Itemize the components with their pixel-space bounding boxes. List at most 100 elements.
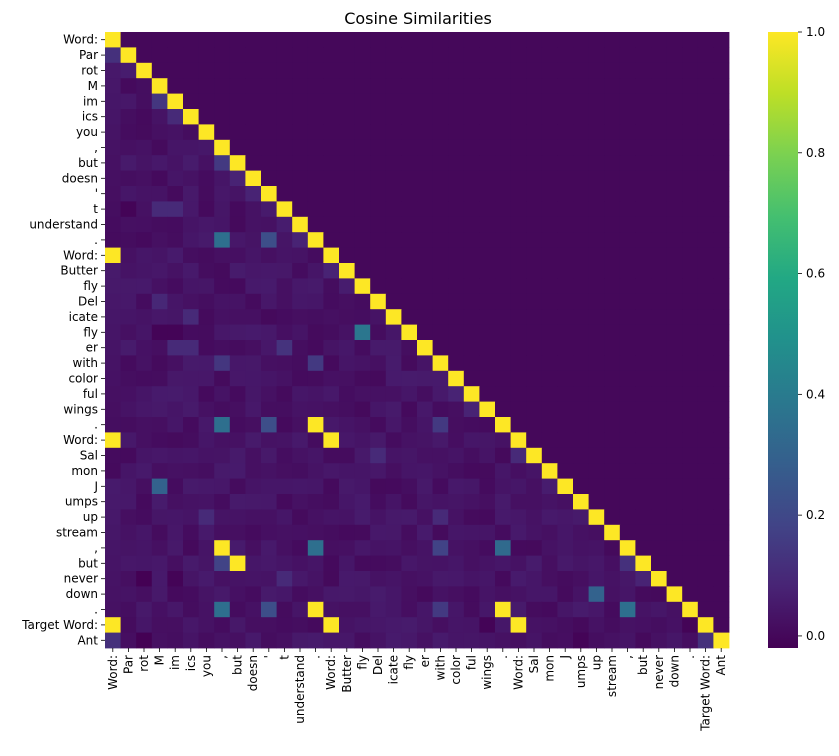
heatmap-cell [432,232,449,248]
heatmap-cell [541,386,558,402]
heatmap-cell [495,386,511,402]
chart-title: Cosine Similarities [344,9,492,28]
heatmap-cell [697,478,714,495]
heatmap-cell [697,263,714,279]
heatmap-cell [183,109,199,125]
heatmap-cell [432,324,449,341]
heatmap-cell [354,447,371,464]
heatmap-cell [541,632,558,649]
heatmap-cell [245,355,262,372]
heatmap-cell [541,155,558,171]
heatmap-cell [510,124,527,141]
row-tick-label: doesn [62,171,98,185]
heatmap-cell [354,324,371,341]
heatmap-cell [557,324,574,341]
heatmap-cell [261,340,277,356]
heatmap-cell [323,62,340,79]
heatmap-cell [604,124,621,141]
heatmap-cell [214,93,231,110]
heatmap-cell [229,263,246,279]
heatmap-cell [339,293,355,310]
heatmap-cell [448,186,465,202]
heatmap-cell [557,524,574,541]
heatmap-cell [588,232,605,248]
heatmap-cell [495,278,511,295]
heatmap-cell [651,232,667,248]
heatmap-cell [167,401,184,418]
heatmap-cell [495,62,511,79]
heatmap-cell [697,494,714,510]
heatmap-cell [479,247,496,264]
heatmap-cell [573,370,589,387]
heatmap-cell [292,447,309,464]
heatmap-cell [573,494,589,510]
heatmap-cell [307,447,324,464]
heatmap-cell [370,216,387,233]
heatmap-cell [105,632,121,649]
heatmap-cell [401,478,418,495]
heatmap-cell [354,78,371,94]
heatmap-cell [510,278,527,295]
heatmap-cell [183,93,199,110]
row-tick-label: Par [79,48,98,62]
heatmap-cell [604,93,621,110]
heatmap-cell [307,232,324,248]
heatmap-cell [463,555,480,572]
heatmap-cell [541,324,558,341]
heatmap-cell [417,93,433,110]
heatmap-cell [183,309,199,325]
heatmap-cell [151,170,168,187]
heatmap-cell [619,463,636,479]
heatmap-cell [105,386,121,402]
row-tick-label: Del [78,295,98,309]
heatmap-cell [604,186,621,202]
heatmap-cell [245,632,262,649]
heatmap-cell [136,263,153,279]
column-tick-label: wings [480,655,494,690]
heatmap-cell [682,216,699,233]
heatmap-cell [588,478,605,495]
heatmap-cell [229,478,246,495]
heatmap-cell [526,401,543,418]
heatmap-cell [557,340,574,356]
heatmap-cell [261,601,277,618]
heatmap-cell [370,309,387,325]
heatmap-cell [214,324,231,341]
heatmap-cell [682,32,699,48]
heatmap-cell [339,47,355,64]
heatmap-cell [682,586,699,603]
heatmap-cell [495,124,511,141]
heatmap-cell [463,432,480,449]
row-tick-label: ful [83,387,98,401]
heatmap-cell [619,139,636,156]
heatmap-cell [557,617,574,633]
heatmap-cell [713,617,730,633]
heatmap-cell [198,509,215,526]
heatmap-cell [510,386,527,402]
heatmap-cell [167,170,184,187]
heatmap-cell [604,432,621,449]
heatmap-cell [339,309,355,325]
heatmap-cell [432,478,449,495]
heatmap-cell [495,201,511,218]
heatmap-cell [151,78,168,94]
heatmap-cell [604,417,621,433]
heatmap-cell [526,432,543,449]
heatmap-cell [323,463,340,479]
heatmap-cell [619,293,636,310]
heatmap-cell [510,109,527,125]
heatmap-cell [229,216,246,233]
heatmap-cell [479,216,496,233]
heatmap-cell [354,617,371,633]
heatmap-cell [105,494,121,510]
heatmap-cell [370,617,387,633]
heatmap-cell [541,170,558,187]
heatmap-cell [651,632,667,649]
heatmap-cell [167,216,184,233]
heatmap-cell [635,124,652,141]
heatmap-cell [682,478,699,495]
heatmap-cell [323,555,340,572]
heatmap-cell [120,617,137,633]
heatmap-cell [557,155,574,171]
heatmap-cell [557,494,574,510]
